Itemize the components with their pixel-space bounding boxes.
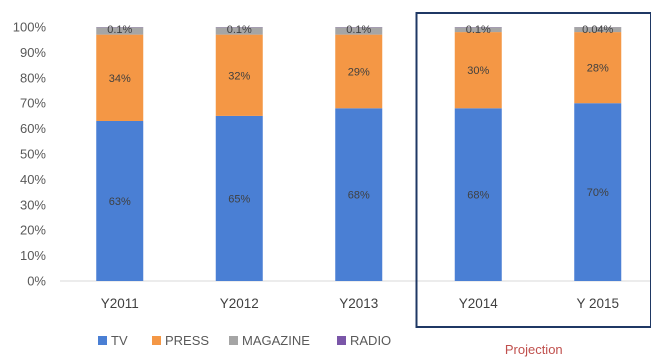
- data-label-tv: 65%: [228, 193, 250, 205]
- x-tick-label: Y 2015: [576, 296, 619, 311]
- data-label-tv: 63%: [109, 196, 131, 208]
- bar-segment-press: [454, 32, 502, 109]
- data-label-radio: 0.1%: [466, 24, 491, 36]
- x-axis-ticks: Y2011 Y2012 Y2013 Y2014 Y 2015: [101, 296, 619, 311]
- bar-segment-magazine: [574, 27, 622, 33]
- data-label-press: 29%: [348, 66, 370, 78]
- legend-swatch-radio: [337, 336, 346, 345]
- y-tick-label: 30%: [20, 197, 46, 212]
- x-tick-label: Y2012: [220, 296, 259, 311]
- bar-segment-press: [96, 34, 144, 121]
- legend: TV PRESS MAGAZINE RADIO: [98, 333, 391, 348]
- bar-segment-tv: [96, 120, 144, 281]
- projection-label: Projection: [505, 342, 563, 357]
- bar-segment-magazine: [454, 27, 502, 33]
- bar-segment-magazine: [335, 27, 383, 35]
- y-tick-label: 20%: [20, 223, 46, 238]
- data-label-press: 34%: [109, 73, 131, 85]
- legend-label-tv: TV: [111, 333, 128, 348]
- bar-segment-tv: [335, 108, 383, 281]
- x-tick-label: Y2011: [101, 296, 139, 311]
- legend-swatch-magazine: [229, 336, 238, 345]
- y-axis-ticks: 0% 10% 20% 30% 40% 50% 60% 70% 80% 90% 100%: [13, 20, 47, 289]
- bar-segment-tv: [215, 115, 263, 282]
- data-label-radio: 0.1%: [107, 24, 132, 36]
- y-tick-label: 50%: [20, 147, 46, 162]
- legend-label-magazine: MAGAZINE: [242, 333, 310, 348]
- data-label-tv: 70%: [587, 187, 609, 199]
- y-tick-label: 100%: [13, 20, 47, 35]
- legend-swatch-tv: [98, 336, 107, 345]
- data-label-press: 32%: [228, 70, 250, 82]
- y-tick-label: 10%: [20, 248, 46, 263]
- y-tick-label: 90%: [20, 45, 46, 60]
- bar-segment-press: [335, 34, 383, 109]
- data-label-tv: 68%: [467, 190, 489, 202]
- bar-segment-tv: [574, 103, 622, 281]
- y-tick-label: 70%: [20, 96, 46, 111]
- data-label-radio: 0.1%: [227, 24, 252, 36]
- bar-segment-press: [215, 34, 263, 116]
- bar-segment-tv: [454, 108, 502, 281]
- y-tick-label: 80%: [20, 70, 46, 85]
- data-label-radio: 0.1%: [346, 24, 371, 36]
- bar-segment-magazine: [96, 27, 144, 35]
- bars: [96, 27, 622, 282]
- x-tick-label: Y2013: [339, 296, 378, 311]
- data-labels: 63% 34% 0.1% 65% 32% 0.1% 68% 29% 0.1% 68% 30% 0.1%…: [107, 24, 613, 208]
- data-label-press: 30%: [467, 65, 489, 77]
- bar-segment-press: [574, 32, 622, 104]
- legend-label-press: PRESS: [165, 333, 209, 348]
- projection-box: [415, 12, 651, 328]
- legend-label-radio: RADIO: [350, 333, 391, 348]
- legend-swatch-press: [152, 336, 161, 345]
- y-tick-label: 60%: [20, 121, 46, 136]
- bar-segment-magazine: [215, 27, 263, 35]
- data-label-press: 28%: [587, 63, 609, 75]
- x-tick-label: Y2014: [459, 296, 499, 311]
- data-label-tv: 68%: [348, 190, 370, 202]
- data-label-radio: 0.04%: [582, 24, 613, 36]
- y-tick-label: 0%: [27, 274, 46, 289]
- y-tick-label: 40%: [20, 172, 46, 187]
